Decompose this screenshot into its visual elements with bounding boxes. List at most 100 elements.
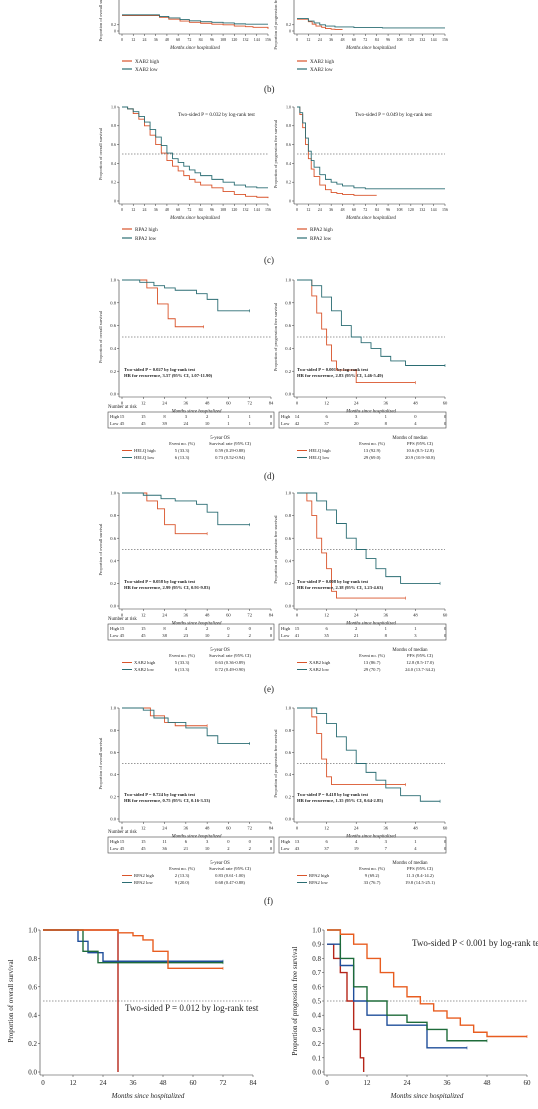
table-group-label: RPA2 high xyxy=(134,873,155,878)
panel-e-annotations: Two-sided P = 0.058 by log-rank test HR … xyxy=(124,579,384,590)
x-tick-label: 84 xyxy=(269,401,274,406)
x-tick-label: 36 xyxy=(184,613,189,618)
y-tick-label: 1.0 xyxy=(285,706,291,711)
table-event-value: 13 (92.9) xyxy=(364,448,381,453)
d-left-annot-p: Two-sided P = 0.027 by log-rank test xyxy=(124,367,196,372)
x-tick-label: 60 xyxy=(226,613,231,618)
x-tick-label: 24 xyxy=(142,37,146,42)
risk-count: 24 xyxy=(184,421,189,426)
y-tick-label: 0.2 xyxy=(111,22,116,27)
y-tick-label: 0.6 xyxy=(28,983,37,991)
x-axis-label: Months since hospitalized xyxy=(345,216,396,221)
table-group-label: XAB2 low xyxy=(134,667,155,672)
x-tick-label: 132 xyxy=(419,207,425,212)
x-tick-label: 24 xyxy=(162,613,167,618)
pfs-table-header: Months of median xyxy=(392,648,428,653)
risk-count: 0 xyxy=(444,421,447,426)
risk-count: 2 xyxy=(249,633,252,638)
y-axis-label: Proportion of progression free survival xyxy=(273,515,278,584)
y-tick-label: 1.0 xyxy=(312,926,321,934)
x-tick-label: 0 xyxy=(121,207,123,212)
panel-label-f: (f) xyxy=(264,896,273,906)
risk-row-high-label: High xyxy=(281,839,291,844)
table-pfs-value: 19.8 (14.5-25.1) xyxy=(405,880,435,885)
table-group-label: XAB2 high xyxy=(134,660,156,665)
risk-count: 1 xyxy=(249,414,252,419)
y-tick-label: 0.2 xyxy=(111,180,116,185)
y-tick-label: 0.6 xyxy=(110,750,116,755)
risk-count: 15 xyxy=(295,626,300,631)
km-chart: 0 12 24 36 48 60 72 840.00.20.40.60.81.0Months … xyxy=(98,491,274,627)
y-tick-label: 0.1 xyxy=(312,1054,321,1062)
y-axis-label: Proportion of overall survival xyxy=(7,959,15,1042)
x-tick-label: 72 xyxy=(187,37,191,42)
panel-label-e: (e) xyxy=(264,684,274,694)
risk-count: 0 xyxy=(227,839,230,844)
y-tick-label: 0.2 xyxy=(110,369,116,374)
x-axis-label: Months since hospitalized xyxy=(345,46,396,51)
risk-row-low-label: Low xyxy=(110,421,119,426)
x-tick-label: 24 xyxy=(354,826,359,831)
table-event-value: 5 (33.3) xyxy=(175,660,190,665)
y-tick-label: 1.0 xyxy=(111,104,116,109)
risk-count: 45 xyxy=(141,633,146,638)
risk-count: 15 xyxy=(120,839,125,844)
y-tick-label: 0.6 xyxy=(286,142,291,147)
x-tick-label: 48 xyxy=(413,613,418,618)
pfs-col-header: PFS (95% CI) xyxy=(407,866,434,871)
survival-curve xyxy=(122,14,268,25)
survival-curve xyxy=(297,279,416,384)
risk-row-high-label: High xyxy=(110,839,120,844)
risk-count: 1 xyxy=(385,414,388,419)
risk-row-high-label: High xyxy=(110,414,120,419)
risk-row-low-label: Low xyxy=(281,633,290,638)
y-tick-label: 0.0 xyxy=(285,817,291,822)
x-tick-label: 12 xyxy=(324,401,329,406)
x-tick-label: 0 xyxy=(296,207,298,212)
x-tick-label: 12 xyxy=(364,1079,372,1087)
risk-count: 0 xyxy=(444,839,447,844)
risk-count: 19 xyxy=(354,846,359,851)
x-tick-label: 48 xyxy=(160,1079,168,1087)
y-tick-label: 0.6 xyxy=(285,323,291,328)
risk-table-left-box xyxy=(107,411,275,429)
x-tick-label: 156 xyxy=(442,37,448,42)
risk-count: 45 xyxy=(120,421,125,426)
panel-label-d: (d) xyxy=(264,471,275,481)
panel-f-summary-tables: 5-year OS Event no. (%) Survival rate (95%… xyxy=(122,861,435,885)
x-tick-label: 60 xyxy=(352,37,356,42)
x-tick-label: 36 xyxy=(154,37,158,42)
y-tick-label: 0.2 xyxy=(312,1040,321,1048)
y-tick-label: 0.0 xyxy=(110,392,116,397)
y-tick-label: 1.0 xyxy=(285,278,291,283)
survival-curve xyxy=(122,707,208,727)
x-tick-label: 48 xyxy=(341,207,345,212)
x-tick-label: 60 xyxy=(524,1079,532,1087)
x-tick-label: 12 xyxy=(306,207,310,212)
y-tick-label: 0.6 xyxy=(110,323,116,328)
risk-count: 0 xyxy=(444,414,447,419)
risk-count: 0 xyxy=(227,626,230,631)
y-tick-label: 0.2 xyxy=(286,22,291,27)
legend-label: RPA2 high xyxy=(135,227,158,233)
risk-count: 1 xyxy=(227,421,230,426)
survival-curve xyxy=(297,106,445,190)
f-left-annot-hr: HR for recurrence, 0.75 (95% CI, 0.16-3.… xyxy=(124,798,211,803)
y-tick-label: 0.8 xyxy=(111,123,116,128)
x-tick-label: 0 xyxy=(121,826,124,831)
y-tick-label: 0.8 xyxy=(110,513,116,518)
f-right-annot-p: Two-sided P = 0.418 by log-rank test xyxy=(297,792,369,797)
y-tick-label: 0.3 xyxy=(312,1026,321,1034)
risk-row-low-label: Low xyxy=(281,421,290,426)
survival-curve xyxy=(122,15,269,29)
table-rate-value: 0.73 (0.52-0.94) xyxy=(215,455,245,460)
risk-count: 2 xyxy=(355,626,358,631)
y-tick-label: 0.6 xyxy=(285,536,291,541)
x-axis-label: Months since hospitalized xyxy=(169,46,220,51)
risk-count: 41 xyxy=(295,633,300,638)
x-tick-label: 48 xyxy=(165,37,169,42)
risk-count: 4 xyxy=(355,839,358,844)
number-at-risk-label: Number at risk xyxy=(108,830,137,835)
risk-table-left-box xyxy=(107,836,275,854)
